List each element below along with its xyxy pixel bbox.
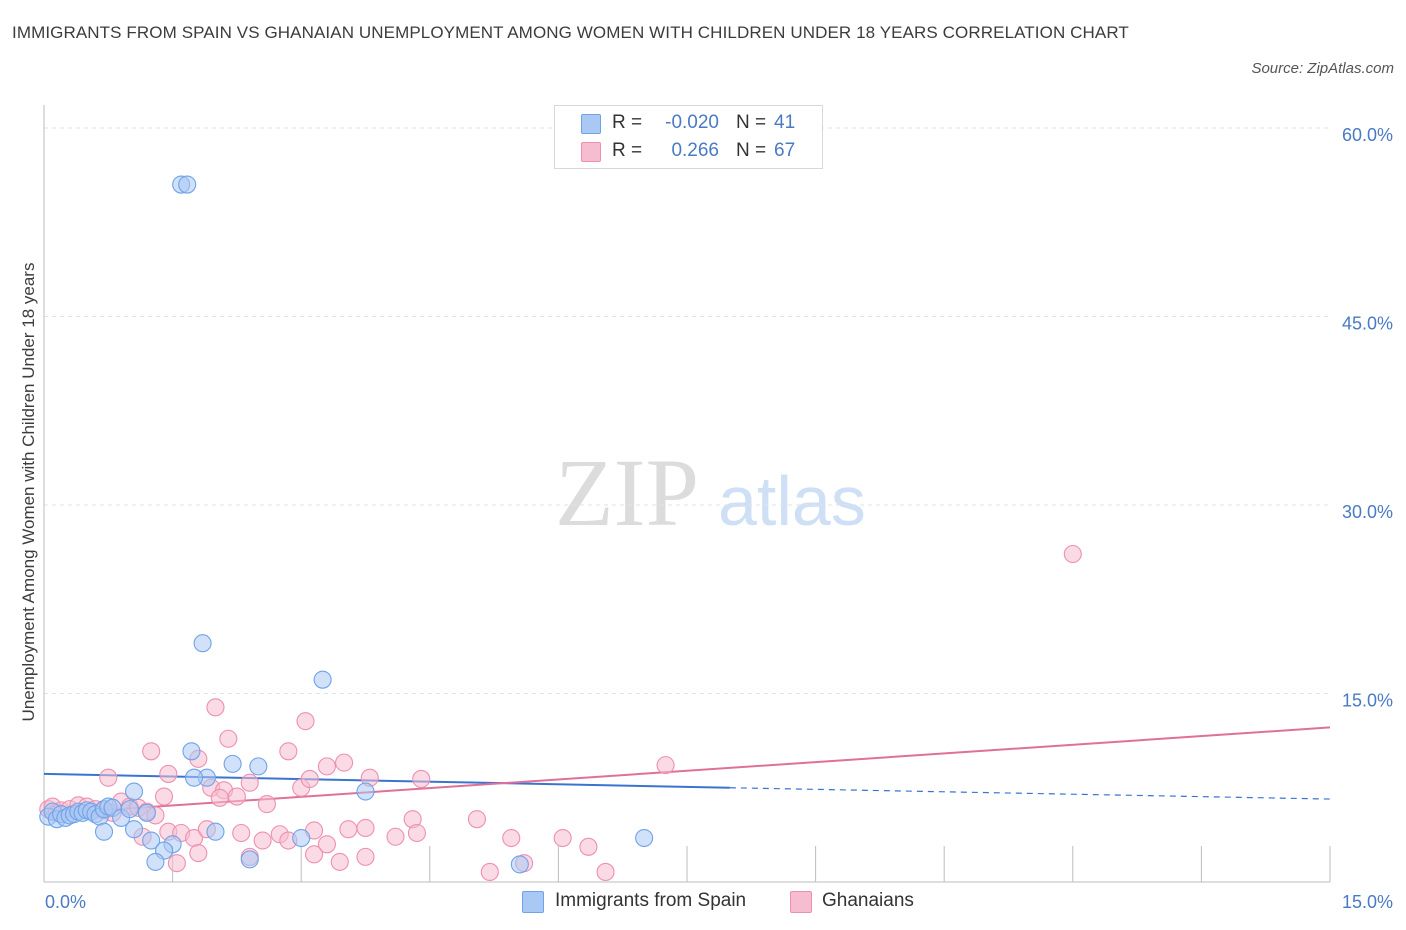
data-point-immigrants-from-spain [314,671,331,688]
n-value: 41 [774,112,795,134]
data-point-ghanaians [143,743,160,760]
data-point-ghanaians [468,811,485,828]
r-value: -0.020 [647,112,719,134]
data-point-immigrants-from-spain [179,176,196,193]
data-point-immigrants-from-spain [357,783,374,800]
watermark-atlas: atlas [718,462,866,540]
data-point-ghanaians [228,788,245,805]
data-point-ghanaians [241,774,258,791]
n-value: 67 [774,140,795,162]
data-point-immigrants-from-spain [241,851,258,868]
n-label: N = [736,112,766,134]
trend-line [44,774,730,788]
data-point-ghanaians [1064,546,1081,563]
r-label: R = [612,112,642,134]
y-tick-label: 15.0% [1342,691,1393,711]
y-tick-label: 30.0% [1342,502,1393,522]
data-point-ghanaians [357,848,374,865]
y-axis-label: Unemployment Among Women with Children U… [19,263,38,722]
r-label: R = [612,140,642,162]
legend-swatch-spain [522,891,544,913]
data-point-immigrants-from-spain [126,783,143,800]
data-point-ghanaians [357,819,374,836]
legend-row-spain: R = -0.020 N = 41 [555,110,822,138]
data-point-ghanaians [408,824,425,841]
data-point-immigrants-from-spain [138,804,155,821]
r-value: 0.266 [647,140,719,162]
data-point-ghanaians [297,713,314,730]
legend-label-spain: Immigrants from Spain [555,890,746,912]
legend-swatch-ghanaians [790,891,812,913]
legend-label-ghanaians: Ghanaians [822,890,914,912]
data-point-immigrants-from-spain [293,830,310,847]
data-point-ghanaians [233,824,250,841]
data-point-ghanaians [597,863,614,880]
x-tick-label: 15.0% [1342,892,1393,912]
data-point-immigrants-from-spain [96,823,113,840]
data-point-ghanaians [100,769,117,786]
n-label: N = [736,140,766,162]
data-point-ghanaians [156,788,173,805]
data-point-ghanaians [211,789,228,806]
data-point-immigrants-from-spain [147,853,164,870]
data-point-ghanaians [503,830,520,847]
data-point-immigrants-from-spain [126,821,143,838]
x-tick-label: 0.0% [45,892,86,912]
data-point-immigrants-from-spain [194,635,211,652]
watermark-zip: ZIP [555,439,699,546]
data-point-immigrants-from-spain [183,743,200,760]
data-point-immigrants-from-spain [511,856,528,873]
data-point-ghanaians [220,730,237,747]
data-point-ghanaians [258,796,275,813]
y-tick-label: 45.0% [1342,314,1393,334]
trend-line-extension [730,788,1330,799]
data-point-immigrants-from-spain [224,755,241,772]
data-point-ghanaians [301,770,318,787]
y-tick-label: 60.0% [1342,125,1393,145]
data-point-ghanaians [160,765,177,782]
data-point-immigrants-from-spain [250,758,267,775]
correlation-legend: R = -0.020 N = 41 R = 0.266 N = 67 [554,105,823,169]
data-point-immigrants-from-spain [121,801,138,818]
data-point-ghanaians [554,830,571,847]
legend-swatch-ghanaians [581,142,601,162]
data-point-ghanaians [336,754,353,771]
data-point-ghanaians [254,832,271,849]
data-point-ghanaians [280,743,297,760]
data-point-ghanaians [387,828,404,845]
data-point-ghanaians [207,699,224,716]
data-point-ghanaians [331,853,348,870]
legend-row-ghanaians: R = 0.266 N = 67 [555,138,822,166]
data-point-ghanaians [340,821,357,838]
data-point-ghanaians [657,757,674,774]
data-point-ghanaians [481,863,498,880]
data-point-ghanaians [306,846,323,863]
data-point-ghanaians [580,838,597,855]
data-point-immigrants-from-spain [186,769,203,786]
data-point-immigrants-from-spain [207,823,224,840]
data-point-ghanaians [318,758,335,775]
gridlines [44,128,1330,694]
data-point-immigrants-from-spain [636,830,653,847]
data-point-ghanaians [413,770,430,787]
data-point-ghanaians [190,845,207,862]
data-point-ghanaians [168,855,185,872]
legend-swatch-spain [581,114,601,134]
